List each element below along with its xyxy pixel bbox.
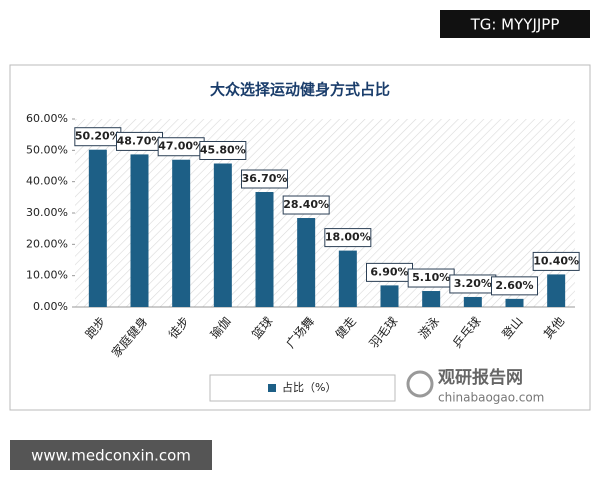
- bar: [505, 298, 524, 307]
- value-label: 47.00%: [158, 140, 204, 153]
- value-label: 48.70%: [117, 134, 163, 147]
- value-label: 5.10%: [412, 271, 450, 284]
- value-label: 50.20%: [75, 130, 121, 143]
- value-label: 36.70%: [242, 172, 288, 185]
- bar: [380, 285, 399, 307]
- value-label: 10.40%: [533, 254, 579, 267]
- bar: [297, 218, 316, 307]
- y-tick-label: 60.00%: [26, 112, 68, 125]
- value-label-box: [532, 251, 580, 271]
- brand-url: chinabaogao.com: [438, 391, 544, 405]
- y-tick-label: 40.00%: [26, 175, 68, 188]
- y-tick-label: 10.00%: [26, 269, 68, 282]
- bar: [422, 291, 441, 307]
- bar: [255, 192, 274, 307]
- value-label-box: [491, 276, 538, 296]
- value-label: 45.80%: [200, 143, 246, 156]
- tg-text: TG: MYYJJPP: [470, 16, 560, 34]
- value-label-box: [241, 169, 288, 189]
- value-label-box: [282, 195, 330, 215]
- value-label: 18.00%: [325, 231, 371, 244]
- y-tick-label: 20.00%: [26, 237, 68, 250]
- brand-logo: [406, 370, 434, 398]
- bar: [130, 154, 149, 307]
- bar: [547, 274, 566, 307]
- value-label: 3.20%: [454, 277, 492, 290]
- site-text: www.medconxin.com: [31, 447, 191, 465]
- legend-swatch: [268, 384, 276, 392]
- value-label-box: [199, 140, 247, 160]
- site-box: [10, 440, 212, 470]
- legend-label: 占比（%）: [282, 380, 336, 394]
- value-label: 2.60%: [495, 279, 533, 292]
- bar: [338, 250, 357, 307]
- value-label-box: [324, 228, 372, 248]
- y-tick-label: 0.00%: [33, 300, 68, 313]
- value-label: 28.40%: [283, 198, 329, 211]
- bar: [88, 149, 107, 307]
- y-tick-label: 30.00%: [26, 206, 68, 219]
- y-tick-label: 50.00%: [26, 143, 68, 156]
- legend-box: [209, 374, 396, 402]
- tg-box: [440, 10, 590, 38]
- bar: [463, 296, 482, 307]
- bar: [213, 163, 232, 307]
- value-label: 6.90%: [370, 265, 408, 278]
- brand-name: 观研报告网: [437, 367, 523, 388]
- bar: [172, 159, 191, 307]
- chart-title: 大众选择运动健身方式占比: [210, 81, 390, 99]
